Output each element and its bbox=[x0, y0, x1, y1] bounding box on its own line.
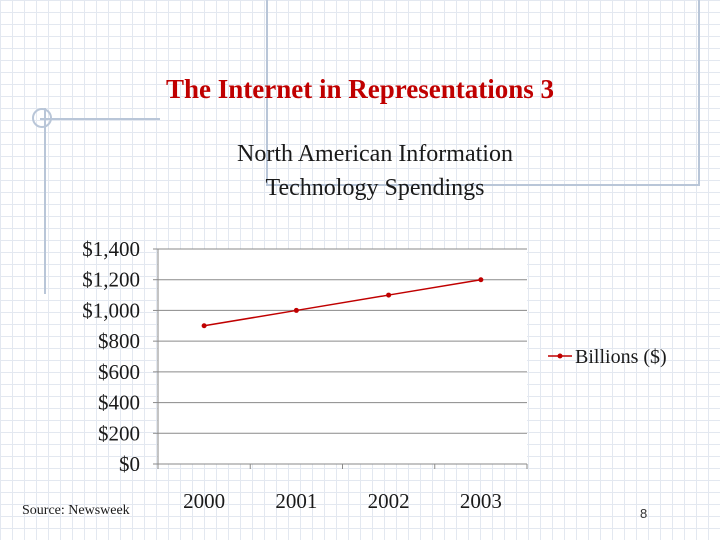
y-tick-label: $1,400 bbox=[82, 237, 140, 261]
chart-title-line-1: North American Information bbox=[237, 141, 513, 167]
decorative-horizontal-line bbox=[40, 118, 160, 120]
source-note: Source: Newsweek bbox=[22, 503, 130, 518]
page-number: 8 bbox=[640, 506, 648, 521]
legend-marker bbox=[557, 353, 563, 359]
series-line bbox=[204, 278, 481, 327]
data-point bbox=[478, 277, 484, 283]
decorative-circle bbox=[32, 108, 52, 128]
x-tick-label: 2002 bbox=[368, 489, 410, 513]
y-tick-label: $600 bbox=[98, 360, 140, 384]
data-point bbox=[201, 323, 207, 329]
data-point bbox=[293, 307, 299, 313]
y-tick-label: $800 bbox=[98, 329, 140, 353]
data-point bbox=[386, 292, 392, 298]
y-tick-label: $200 bbox=[98, 421, 140, 445]
decorative-frame bbox=[266, 0, 700, 186]
y-tick-label: $0 bbox=[119, 452, 140, 476]
plot-area bbox=[158, 249, 527, 464]
x-tick-label: 2000 bbox=[183, 489, 225, 513]
y-tick-label: $400 bbox=[98, 391, 140, 415]
legend-label: Billions ($) bbox=[575, 346, 667, 368]
x-tick-label: 2003 bbox=[460, 489, 502, 513]
slide-title: The Internet in Representations 3 bbox=[166, 74, 554, 104]
chart-title: North American Information Technology Sp… bbox=[150, 137, 600, 205]
chart-title-line-2: Technology Spendings bbox=[265, 175, 485, 201]
decorative-vertical-line bbox=[44, 108, 46, 294]
y-tick-label: $1,200 bbox=[82, 268, 140, 292]
y-tick-label: $1,000 bbox=[82, 298, 140, 322]
x-tick-label: 2001 bbox=[275, 489, 317, 513]
